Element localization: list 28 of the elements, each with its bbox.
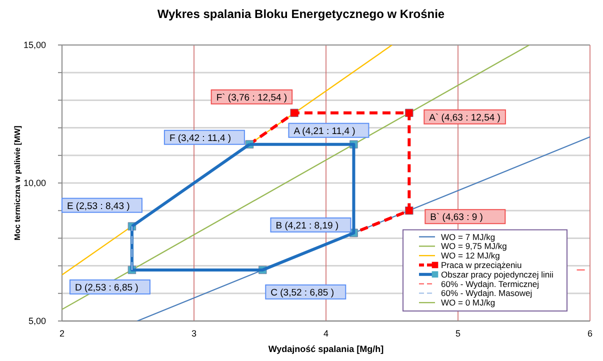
legend-label: 60% - Wydajn. Masowej — [441, 288, 532, 298]
annotation: F` (3,76 : 12,54 ) — [216, 92, 288, 104]
legend-label: Praca w przeciążeniu — [441, 260, 522, 270]
annotation: C (3,52 : 6,85 ) — [270, 287, 334, 298]
legend-label: 60% - Wydajn. Termicznej — [441, 278, 540, 289]
y-tick-label: 10,00 — [23, 178, 46, 188]
x-tick-label: 6 — [587, 328, 593, 338]
annotation: D (2,53 : 6,85 ) — [74, 282, 138, 294]
annotation: A` (4,63 : 12,54 ) — [429, 112, 500, 124]
x-tick-label: 5 — [455, 328, 461, 338]
x-tick-label: 3 — [191, 328, 197, 338]
legend-label: WO = 7 MJ/kg — [441, 232, 496, 242]
annotation: A (4,21 : 11,4 ) — [294, 126, 356, 137]
legend-label: WO = 9,75 MJ/kg — [441, 241, 508, 252]
legend-label: WO = 12 MJ/kg — [441, 250, 500, 261]
y-axis-title: Moc termiczna w paliwie [MW] — [13, 125, 22, 240]
y-tick-label: 15,00 — [23, 40, 46, 50]
x-tick-label: 2 — [59, 328, 65, 338]
annotation: B (4,21 : 8,19 ) — [276, 220, 339, 232]
annotation: E (2,53 : 8,43 ) — [66, 200, 130, 212]
annotation: F (3,42 : 11,4 ) — [169, 132, 232, 144]
legend-label: Obszar pracy pojedynczej linii — [441, 269, 554, 280]
x-tick-label: 4 — [323, 328, 329, 338]
legend-label: WO = 0 MJ/kg — [441, 298, 496, 308]
x-axis-title: Wydajność spalania [Mg/h] — [268, 344, 384, 354]
annotation: B` (4,63 : 9 ) — [430, 212, 483, 224]
chart-title: Wykres spalania Bloku Energetycznego w Krośnie — [157, 7, 445, 21]
y-tick-label: 5,00 — [28, 316, 46, 326]
